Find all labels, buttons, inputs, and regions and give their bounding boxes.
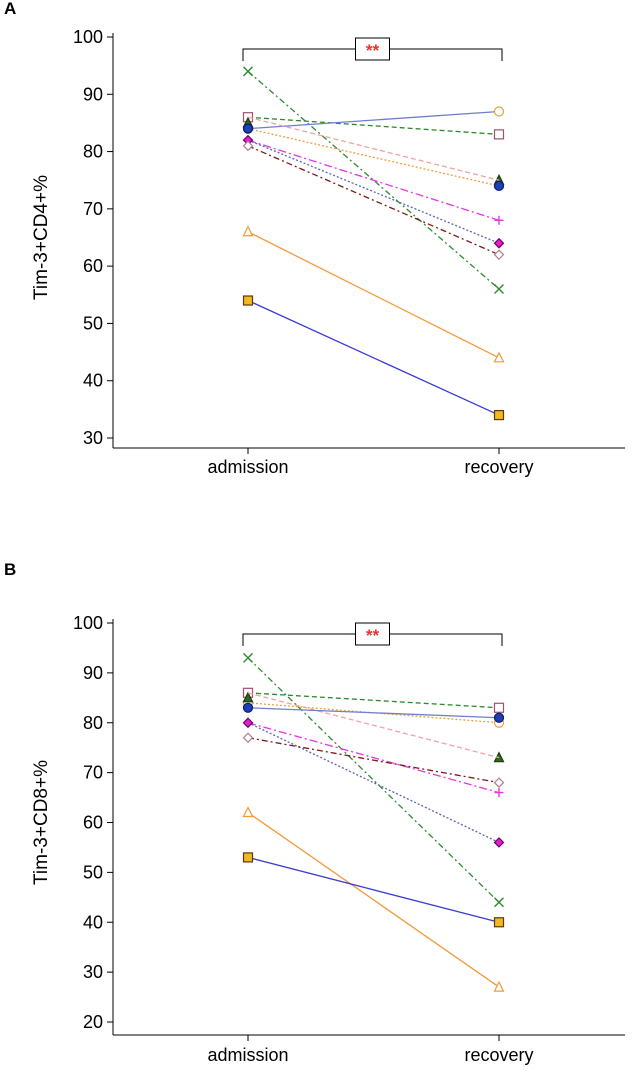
panel-a-series-s11 xyxy=(242,295,505,421)
panel-b-point-s2-1 xyxy=(493,702,505,713)
panel-b-point-s11-0 xyxy=(242,852,254,863)
panel-b-ytick-label-2: 40 xyxy=(83,912,103,932)
panel-a-point-s6-0 xyxy=(242,123,254,134)
panel-a-line-s9 xyxy=(247,145,500,256)
panel-a-ytick-label-5: 80 xyxy=(83,142,103,162)
panel-b-series-s8 xyxy=(242,717,505,848)
panel-a-line-s11 xyxy=(247,299,500,416)
panel-b-line-s11 xyxy=(247,856,500,923)
panel-a-series-s5 xyxy=(247,116,500,181)
panel-b-point-s9-0 xyxy=(242,732,254,744)
panel-b-series-s1 xyxy=(243,652,504,908)
panel-a-line-s3 xyxy=(247,110,500,130)
panel-b-line-s2 xyxy=(247,692,500,709)
panel-a-point-s10-0 xyxy=(242,225,254,237)
panel-a-point-s10-1 xyxy=(493,351,505,363)
panel-b-ytick-label-7: 90 xyxy=(83,663,103,683)
panel-b-ytick-label-5: 70 xyxy=(83,763,103,783)
panel-a-sig-label: ** xyxy=(366,41,380,60)
panel-a-series-s9 xyxy=(242,140,505,261)
panel-a-xtick-label-0: admission xyxy=(207,457,288,477)
panel-b-point-s10-1 xyxy=(493,980,505,992)
panel-b: B 20 30 40 50 60 70 80 90 100 admission recovery Tim… xyxy=(4,560,625,1065)
panel-a-ytick-label-4: 70 xyxy=(83,199,103,219)
panel-b-point-s1-1-b xyxy=(494,897,504,908)
panel-a-line-s6 xyxy=(247,128,500,187)
panel-a-point-s2-1 xyxy=(493,129,505,140)
panel-b-ytick-label-8: 100 xyxy=(73,613,103,633)
panel-b-line-s7 xyxy=(247,722,500,794)
panel-b-ylabel: Tim-3+CD8+% xyxy=(31,760,52,885)
panel-a-point-s8-1 xyxy=(493,237,505,249)
panel-a-sig-box xyxy=(355,37,390,61)
panel-b-line-s8 xyxy=(247,722,500,844)
panel-b-xtick-label-0: admission xyxy=(207,1045,288,1065)
panel-a-ytick-label-2: 50 xyxy=(83,313,103,333)
panel-a-point-s9-0 xyxy=(242,140,254,152)
panel-b-letter: B xyxy=(4,560,16,579)
panel-b-point-s8-1 xyxy=(493,837,505,848)
panel-a-point-s6-1 xyxy=(493,180,505,192)
panel-b-point-s6-0 xyxy=(242,702,254,713)
panel-b-point-s9-1 xyxy=(493,777,505,788)
panel-a-ytick-label-3: 60 xyxy=(83,256,103,276)
panel-b-series-s10 xyxy=(242,806,505,992)
panel-a-series-s10 xyxy=(242,225,505,363)
panel-a-line-s7 xyxy=(247,139,500,221)
panel-a-letter: A xyxy=(4,0,16,18)
panel-b-ytick-label-0: 20 xyxy=(83,1012,103,1032)
panel-b-ytick-label-4: 60 xyxy=(83,813,103,833)
panel-a-line-s10 xyxy=(247,231,500,359)
panel-b-ytick-label-3: 50 xyxy=(83,862,103,882)
panel-b-series-s9 xyxy=(242,732,505,788)
panel-a-ylabel: Tim-3+CD4+% xyxy=(31,175,52,300)
panel-b-line-s1 xyxy=(247,657,500,903)
panel-a-point-s1-0-b xyxy=(243,66,253,77)
panel-a: A 30 40 50 60 70 80 90 100 admission recovery Tim-3… xyxy=(4,0,625,477)
panel-b-line-s5 xyxy=(247,692,500,759)
panel-b-point-s11-1 xyxy=(493,917,505,928)
panel-a-ytick-label-7: 100 xyxy=(73,27,103,47)
panel-a-point-s3-1 xyxy=(493,106,505,117)
panel-b-point-s10-0 xyxy=(242,806,254,818)
panel-a-line-s2 xyxy=(247,116,500,136)
panel-a-ytick-label-1: 40 xyxy=(83,371,103,391)
panel-a-point-s11-0 xyxy=(242,295,254,306)
panel-a-ytick-label-0: 30 xyxy=(83,428,103,448)
panel-a-line-s8 xyxy=(247,139,500,244)
panel-a-point-s9-1 xyxy=(493,249,505,261)
panel-b-point-s6-1 xyxy=(493,712,505,723)
panel-b-point-s4-0 xyxy=(242,691,254,703)
panel-b-series-s11 xyxy=(242,852,505,928)
panel-a-line-s1 xyxy=(247,70,500,290)
panel-a-ytick-label-6: 90 xyxy=(83,84,103,104)
panel-b-xtick-label-1: recovery xyxy=(464,1045,533,1065)
panel-a-line-s5 xyxy=(247,116,500,181)
panel-a-series-s1 xyxy=(243,66,504,295)
panel-b-line-s10 xyxy=(247,811,500,988)
panel-b-sig-box xyxy=(355,622,390,646)
panel-b-ytick-label-1: 30 xyxy=(83,962,103,982)
panel-b-sig-label: ** xyxy=(366,626,380,645)
panel-b-point-s1-0-b xyxy=(243,652,253,663)
panel-b-point-s8-0 xyxy=(242,717,254,729)
panel-b-series-s4 xyxy=(242,691,505,763)
panel-b-line-s6 xyxy=(247,707,500,719)
panel-b-series-s5 xyxy=(247,692,500,759)
panel-a-xtick-label-1: recovery xyxy=(464,457,533,477)
panel-a-series-s8 xyxy=(242,134,505,249)
panel-a-series-s6 xyxy=(242,123,505,192)
panel-b-line-s9 xyxy=(247,737,500,784)
panel-a-point-s1-1-b xyxy=(494,284,504,295)
panel-b-series-s7 xyxy=(243,718,504,798)
panel-b-ytick-label-6: 80 xyxy=(83,713,103,733)
panel-a-point-s11-1 xyxy=(493,409,505,421)
panel-b-series-s6 xyxy=(242,702,505,723)
